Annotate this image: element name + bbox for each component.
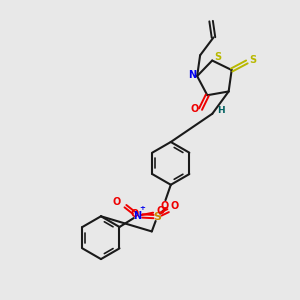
Text: H: H: [217, 106, 224, 115]
Text: O: O: [161, 201, 169, 211]
Text: −: −: [161, 203, 169, 212]
Text: O: O: [131, 209, 139, 220]
Text: N: N: [133, 211, 141, 221]
Text: O: O: [171, 201, 179, 211]
Text: S: S: [214, 52, 221, 62]
Text: N: N: [188, 70, 196, 80]
Text: O: O: [156, 206, 165, 216]
Text: O: O: [190, 104, 199, 114]
Text: S: S: [153, 212, 161, 222]
Text: +: +: [140, 205, 145, 211]
Text: O: O: [113, 197, 121, 207]
Text: S: S: [249, 55, 256, 64]
